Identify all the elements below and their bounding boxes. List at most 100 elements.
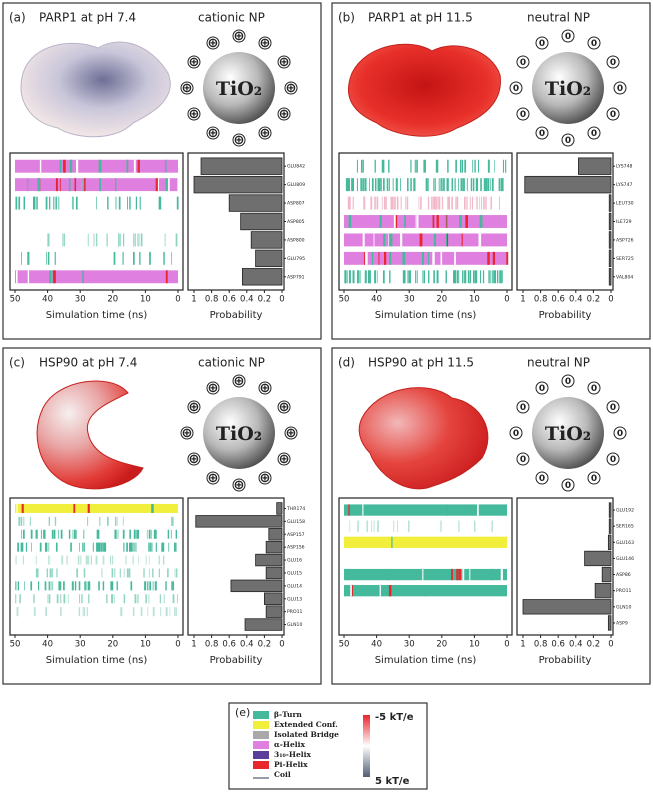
x-tick-label: 20 [436, 640, 447, 650]
structure-stripe [363, 178, 365, 192]
structure-stripe [363, 178, 365, 192]
structure-stripe [126, 542, 128, 552]
legend-swatch [253, 741, 269, 749]
legend-item: Extended Conf. [274, 720, 338, 729]
x-tick-label: 0.2 [258, 640, 272, 650]
structure-stripe [383, 233, 386, 247]
charge-symbol: ⊕ [234, 29, 245, 44]
structure-stripe [485, 196, 487, 210]
structure-stripe [464, 159, 467, 173]
structure-stripe [348, 196, 351, 210]
structure-stripe [33, 594, 35, 604]
structure-stripe [123, 594, 126, 604]
structure-stripe [375, 178, 377, 192]
legend-swatch [253, 751, 269, 759]
structure-stripe [128, 568, 131, 578]
structure-stripe [464, 196, 466, 210]
y-tick-label: PRO11 [287, 609, 303, 615]
x-tick-label: 40 [42, 640, 53, 650]
structure-stripe [137, 555, 139, 565]
structure-stripe [386, 568, 389, 581]
structure-stripe [397, 520, 399, 532]
structure-stripe [51, 568, 53, 578]
y-tick-label: GLU163 [616, 540, 634, 546]
structure-stripe [390, 196, 392, 210]
y-tick-label: GLU146 [616, 556, 634, 562]
structure-stripe [133, 233, 135, 247]
structure-stripe [451, 568, 453, 581]
nanoparticle [532, 397, 604, 469]
structure-stripe [58, 529, 59, 539]
x-tick-label: 0.8 [205, 640, 219, 650]
structure-stripe [487, 178, 490, 192]
structure-stripe [68, 529, 71, 539]
timeline-frame [338, 497, 513, 636]
structure-stripe [391, 536, 393, 548]
y-tick-label: ASP726 [616, 237, 634, 243]
structure-stripe [395, 215, 398, 228]
structure-stripe [55, 196, 57, 210]
structure-stripe [15, 555, 17, 565]
bar [608, 231, 612, 249]
structure-stripe [171, 251, 172, 265]
bar [601, 566, 612, 583]
structure-stripe [47, 233, 49, 247]
charge-symbol: ⊕ [260, 381, 271, 396]
y-tick-label: ASP157 [287, 532, 305, 538]
panel-label: (c) [9, 356, 25, 370]
structure-stripe [77, 555, 80, 565]
structure-stripe [137, 529, 139, 539]
structure-stripe [71, 581, 74, 591]
structure-stripe [87, 555, 90, 565]
structure-stripe [56, 568, 58, 578]
structure-stripe [345, 178, 348, 192]
structure-stripe [53, 196, 55, 210]
structure-stripe [370, 196, 373, 210]
y-tick-label: VAL804 [616, 274, 633, 280]
structure-stripe [152, 581, 154, 591]
x-tick-label: 0 [504, 295, 509, 305]
y-tick-label: GLU14 [287, 583, 302, 589]
structure-stripe [165, 159, 167, 173]
structure-stripe [39, 159, 42, 173]
structure-stripe [88, 594, 90, 604]
legend-swatch [253, 731, 269, 739]
structure-stripe [80, 555, 82, 565]
structure-stripe [82, 594, 83, 604]
structure-stripe [363, 251, 365, 265]
structure-stripe [491, 520, 493, 532]
structure-band [15, 178, 178, 192]
structure-stripe [456, 270, 459, 284]
structure-stripe [100, 542, 101, 552]
structure-stripe [458, 520, 460, 532]
structure-stripe [75, 196, 78, 210]
charge-ring [284, 81, 298, 95]
protein-surface [358, 387, 489, 490]
bar [195, 515, 283, 528]
x-axis-title: Simulation time (ns) [375, 310, 477, 321]
structure-stripe [107, 196, 109, 210]
structure-stripe [15, 594, 17, 604]
y-tick-label: GLU809 [287, 182, 305, 188]
structure-stripe [135, 542, 137, 552]
structure-stripe [83, 568, 86, 578]
structure-stripe [122, 516, 124, 526]
structure-stripe [80, 594, 82, 604]
structure-band [15, 159, 178, 173]
structure-stripe [488, 270, 490, 284]
structure-stripe [87, 503, 90, 513]
structure-stripe [177, 178, 179, 192]
structure-stripe [140, 607, 143, 617]
structure-stripe [54, 516, 57, 526]
legend-item: Pi-Helix [274, 760, 308, 769]
structure-stripe [406, 196, 408, 210]
structure-stripe [120, 607, 122, 617]
structure-stripe [84, 178, 86, 192]
structure-stripe [369, 178, 370, 192]
charge-symbol: ⊕ [182, 426, 193, 441]
structure-stripe [445, 270, 447, 284]
structure-stripe [487, 251, 490, 265]
charge-ring [535, 381, 549, 395]
structure-stripe [348, 270, 351, 284]
charge-symbol: 0 [513, 429, 519, 439]
